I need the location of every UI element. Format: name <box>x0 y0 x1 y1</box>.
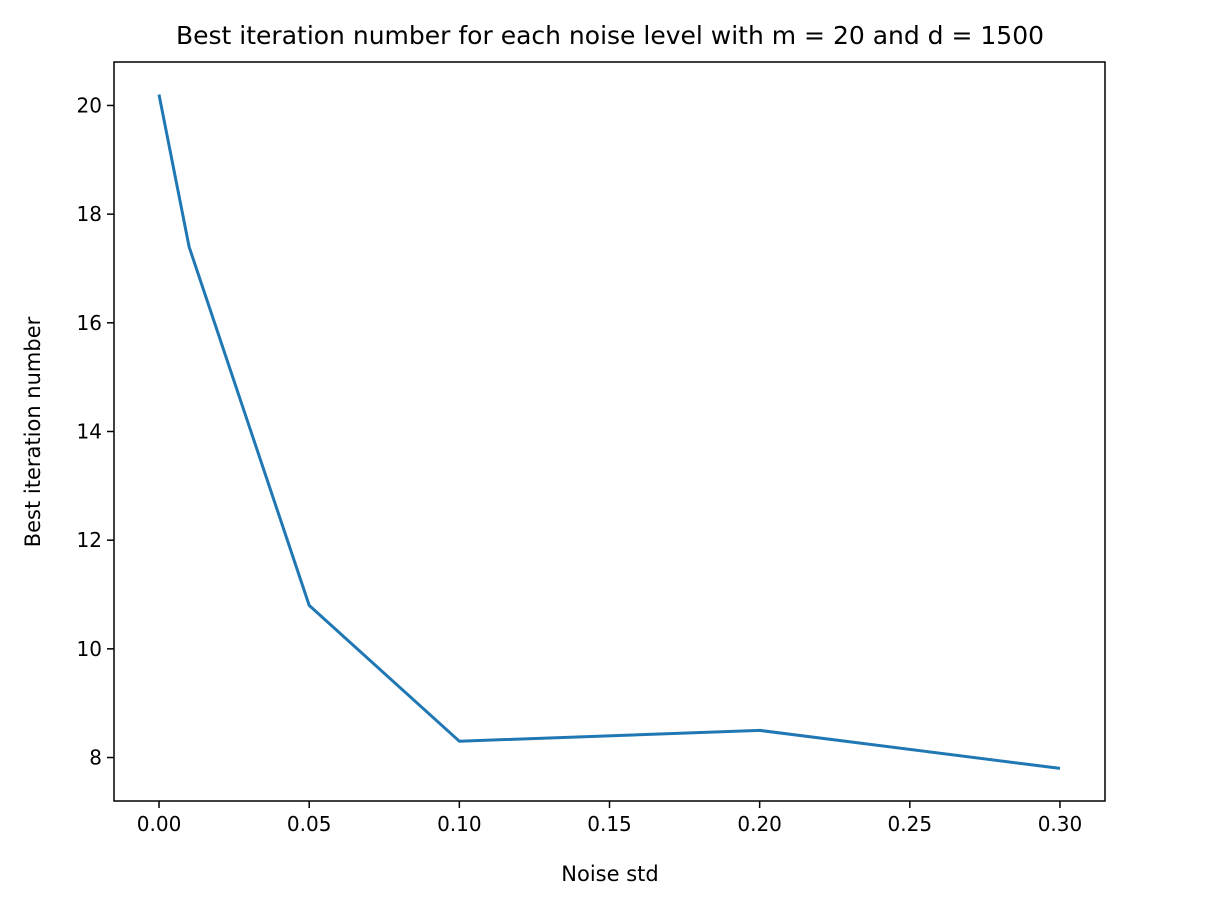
series-line <box>157 94 1061 770</box>
x-tick-label: 0.20 <box>737 812 782 836</box>
plot-area <box>157 94 1061 770</box>
x-tick-label: 0.15 <box>587 812 632 836</box>
y-axis: 8 10 12 14 16 18 20 <box>77 93 114 770</box>
x-axis: 0.00 0.05 0.10 0.15 0.20 0.25 0.30 <box>137 801 1082 836</box>
y-axis-label: Best iteration number <box>21 316 45 547</box>
x-tick-label: 0.00 <box>137 812 182 836</box>
x-tick-label: 0.10 <box>437 812 482 836</box>
x-tick-label: 0.25 <box>888 812 933 836</box>
x-tick-label: 0.30 <box>1038 812 1083 836</box>
x-axis-label: Noise std <box>561 862 658 886</box>
chart-title: Best iteration number for each noise lev… <box>176 21 1044 50</box>
y-tick-label: 10 <box>77 637 102 661</box>
y-tick-label: 20 <box>77 93 102 117</box>
y-tick-label: 18 <box>77 202 102 226</box>
x-tick-label: 0.05 <box>287 812 332 836</box>
y-tick-label: 16 <box>77 311 102 335</box>
y-tick-label: 8 <box>89 746 102 770</box>
y-tick-label: 12 <box>77 528 102 552</box>
y-tick-label: 14 <box>77 420 102 444</box>
plot-frame <box>113 61 1106 802</box>
